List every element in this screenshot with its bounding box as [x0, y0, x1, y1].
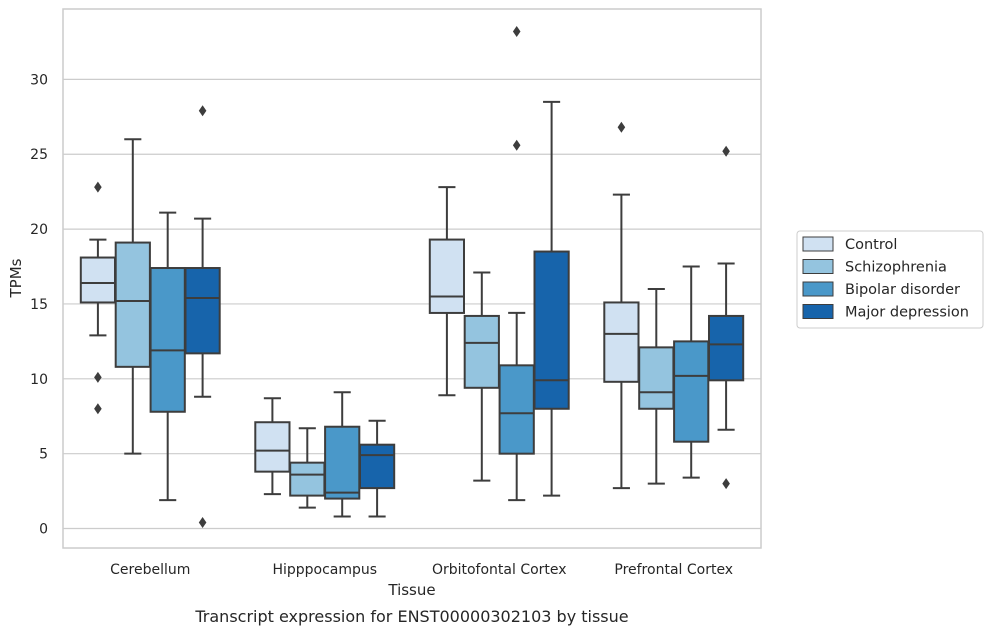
- y-axis-title: TPMs: [7, 258, 25, 298]
- box-iqr: [289, 461, 326, 497]
- outlier-point: [94, 371, 102, 383]
- box-iqr: [254, 421, 291, 473]
- box-iqr: [533, 250, 570, 410]
- box-iqr: [184, 267, 221, 355]
- outlier-point: [198, 105, 207, 117]
- legend-swatch: [802, 259, 834, 274]
- legend: Control Schizophrenia Bipolar disorder Majo…: [796, 230, 984, 329]
- legend-swatch: [802, 304, 834, 319]
- x-tick-labels: Cerebellum Hipppocampus Orbitofontal Corte…: [110, 562, 733, 578]
- y-tick-label: 25: [30, 147, 48, 163]
- x-tick-label: Hipppocampus: [272, 562, 377, 578]
- box-group: [533, 100, 570, 497]
- box-iqr: [428, 238, 466, 314]
- x-axis-title: Tissue: [387, 581, 435, 599]
- box-group: [707, 145, 745, 490]
- box-iqr: [603, 301, 640, 383]
- box-group: [603, 121, 640, 490]
- outlier-point: [617, 121, 626, 133]
- y-tick-label: 0: [39, 522, 48, 538]
- legend-label: Major depression: [845, 305, 969, 321]
- box-group: [638, 287, 675, 485]
- y-tick-label: 30: [30, 72, 48, 88]
- x-tick-label: Cerebellum: [110, 562, 190, 578]
- x-tick-label: Prefrontal Cortex: [614, 562, 733, 578]
- y-tick-label: 15: [30, 297, 48, 313]
- outlier-point: [94, 403, 102, 415]
- x-tick-label: Orbitofontal Cortex: [432, 562, 567, 578]
- y-tick-label: 10: [30, 372, 48, 388]
- box-group: [324, 391, 361, 518]
- outlier-point: [512, 139, 521, 151]
- box-iqr: [673, 340, 710, 443]
- box-group: [428, 186, 466, 397]
- plot-area-frame: [62, 8, 762, 549]
- box-iqr: [498, 364, 535, 455]
- legend-label: Control: [845, 237, 897, 253]
- box-iqr: [707, 314, 745, 382]
- outlier-point: [512, 25, 521, 37]
- box-group: [673, 265, 710, 479]
- outlier-point: [722, 145, 730, 157]
- box-iqr: [114, 241, 151, 368]
- y-tick-label: 5: [39, 447, 48, 463]
- legend-frame: [796, 230, 984, 329]
- box-plots: [79, 25, 745, 529]
- box-group: [254, 397, 291, 496]
- box-iqr: [324, 425, 361, 500]
- box-iqr: [463, 314, 500, 389]
- box-group: [79, 181, 117, 415]
- box-group: [358, 419, 396, 518]
- box-group: [498, 25, 535, 502]
- box-iqr: [638, 346, 675, 410]
- box-group: [114, 138, 151, 455]
- y-tick-labels: 0 5 10 15 20 25 30: [30, 72, 48, 537]
- legend-label: Bipolar disorder: [845, 282, 960, 298]
- chart-caption: Transcript expression for ENST0000030210…: [194, 607, 628, 626]
- box-iqr: [358, 443, 396, 490]
- box-iqr: [149, 267, 186, 413]
- outlier-point: [198, 517, 207, 529]
- legend-label: Schizophrenia: [845, 260, 947, 276]
- box-group: [149, 211, 186, 502]
- box-iqr: [79, 256, 117, 304]
- outlier-point: [722, 478, 730, 490]
- box-group: [289, 427, 326, 509]
- legend-swatch: [802, 281, 834, 297]
- outlier-point: [94, 181, 102, 193]
- box-group: [184, 105, 221, 529]
- box-group: [463, 271, 500, 482]
- y-tick-label: 20: [30, 222, 48, 238]
- legend-swatch: [802, 236, 834, 252]
